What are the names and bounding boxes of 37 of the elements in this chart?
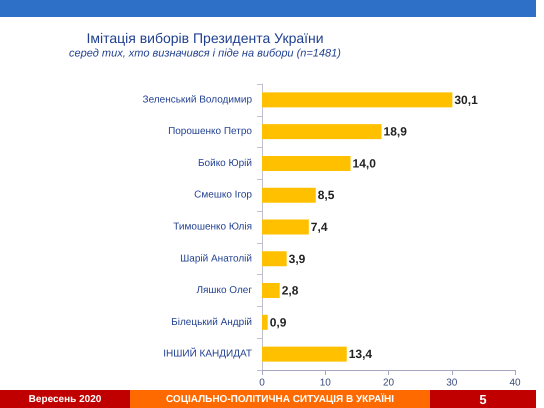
data-label: 3,9 (288, 252, 306, 266)
data-label: 13,4 (348, 347, 372, 362)
x-tick-label: 10 (320, 378, 332, 388)
text: СОЦІАЛЬНО-ПОЛІТИЧНА СИТУАЦІЯ В УКРАЇНІ (130, 390, 430, 408)
bar (262, 124, 382, 140)
y-tick-label: Шарій Анатолій (180, 253, 252, 264)
text: 5 (430, 390, 536, 408)
bar (262, 92, 452, 108)
bar (262, 220, 309, 234)
y-tick-label: Ляшко Олег (196, 285, 252, 296)
y-tick-label: Порошенко Петро (168, 126, 252, 138)
data-label: 8,5 (318, 188, 335, 202)
bar (262, 156, 351, 171)
data-label: 14,0 (352, 156, 376, 170)
chart-subtitle: серед тих, хто визначився і піде на вибори (n=1481) (69, 48, 342, 60)
y-tick-label: Зеленський Володимир (142, 94, 252, 106)
bar (262, 188, 316, 203)
text: Вересень 2020 (0, 390, 130, 408)
data-label: 2,8 (282, 284, 299, 298)
x-tick-label: 20 (382, 378, 394, 388)
y-tick-label: Білецький Андрій (171, 316, 252, 328)
data-label: 0,9 (270, 315, 287, 330)
bar (262, 251, 287, 266)
chart-title: Імітація виборів Президента України (86, 30, 324, 46)
y-tick-label: Тимошенко Юлія (173, 222, 252, 232)
bar (262, 314, 268, 330)
bar (262, 346, 347, 362)
x-tick-label: 0 (259, 378, 266, 388)
data-label: 7,4 (310, 220, 328, 234)
x-tick-label: 40 (509, 378, 521, 388)
data-label: 18,9 (384, 124, 408, 139)
x-tick-label: 30 (446, 378, 458, 388)
data-label: 30,1 (454, 92, 478, 107)
y-tick-label: Бойко Юрій (198, 158, 252, 169)
y-tick-label: ІНШИЙ КАНДИДАТ (163, 346, 252, 360)
y-tick-label: Смешко Ігор (194, 190, 252, 201)
bar (262, 283, 280, 298)
